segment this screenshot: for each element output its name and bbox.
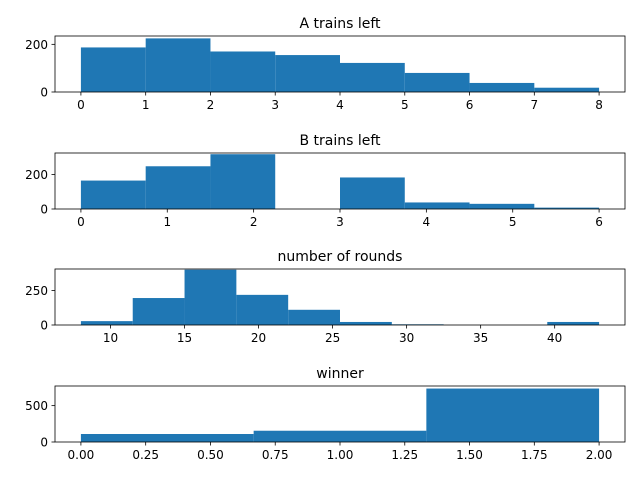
y-tick-label: 500 bbox=[25, 399, 48, 413]
y-tick-label: 0 bbox=[40, 86, 48, 100]
histogram-bar bbox=[469, 82, 535, 92]
histogram-bar bbox=[340, 177, 405, 209]
subplot-title: B trains left bbox=[299, 133, 381, 149]
histogram-bar bbox=[210, 154, 276, 209]
x-tick-label: 2 bbox=[207, 98, 215, 112]
x-tick-label: 8 bbox=[595, 98, 603, 112]
histogram-bar bbox=[253, 430, 427, 442]
x-tick-label: 2 bbox=[250, 215, 258, 229]
y-tick-label: 250 bbox=[25, 284, 48, 298]
x-tick-label: 0.00 bbox=[68, 448, 95, 462]
x-tick-label: 35 bbox=[473, 331, 488, 345]
x-tick-label: 6 bbox=[595, 215, 603, 229]
histogram-bar bbox=[469, 203, 535, 209]
x-tick-label: 40 bbox=[547, 331, 562, 345]
x-tick-label: 25 bbox=[325, 331, 340, 345]
histogram-bar bbox=[340, 62, 405, 92]
x-tick-label: 30 bbox=[399, 331, 414, 345]
y-tick-label: 200 bbox=[25, 38, 48, 52]
subplot-title: winner bbox=[316, 366, 364, 382]
x-tick-label: 1.75 bbox=[521, 448, 548, 462]
axes-frame bbox=[54, 268, 626, 326]
x-tick-label: 5 bbox=[509, 215, 517, 229]
x-tick-label: 5 bbox=[401, 98, 409, 112]
histogram-bar bbox=[547, 321, 600, 325]
x-tick-label: 15 bbox=[177, 331, 192, 345]
histogram-bar bbox=[210, 51, 276, 92]
x-tick-label: 3 bbox=[336, 215, 344, 229]
histogram-bar bbox=[404, 72, 470, 92]
histogram-bar bbox=[80, 321, 133, 325]
histogram-bar bbox=[80, 180, 146, 209]
x-tick-label: 20 bbox=[251, 331, 266, 345]
y-tick-label: 0 bbox=[40, 319, 48, 333]
histogram-bar bbox=[80, 47, 146, 92]
x-tick-label: 10 bbox=[103, 331, 118, 345]
y-tick-label: 0 bbox=[40, 436, 48, 450]
histogram-bar bbox=[288, 309, 340, 325]
subplot-4: winner 0.00 0.25 0.50 0.75 1.00 1.25 1.50 1.75 2.… bbox=[25, 366, 626, 462]
histogram-bar bbox=[184, 269, 237, 325]
x-tick-label: 1.25 bbox=[391, 448, 418, 462]
x-tick-label: 1 bbox=[142, 98, 150, 112]
x-tick-label: 1.00 bbox=[327, 448, 354, 462]
subplot-2: B trains left 0 1 2 3 4 5 6 0 200 bbox=[25, 133, 626, 229]
x-tick-label: 1.50 bbox=[456, 448, 483, 462]
subplot-title: A trains left bbox=[299, 16, 381, 32]
subplot-3: number of rounds 10 15 20 25 30 35 40 0 250 bbox=[25, 249, 626, 345]
histogram-bar bbox=[145, 166, 211, 209]
histogram-bar bbox=[275, 55, 340, 92]
x-tick-label: 0 bbox=[77, 215, 85, 229]
x-tick-label: 0.75 bbox=[262, 448, 289, 462]
histogram-bar bbox=[404, 202, 470, 209]
x-tick-label: 1 bbox=[163, 215, 171, 229]
x-tick-label: 3 bbox=[271, 98, 279, 112]
x-tick-label: 0.25 bbox=[132, 448, 159, 462]
histogram-bar bbox=[426, 388, 600, 442]
histogram-bar bbox=[145, 38, 211, 92]
x-tick-label: 4 bbox=[336, 98, 344, 112]
x-tick-label: 0 bbox=[77, 98, 85, 112]
x-tick-label: 2.00 bbox=[586, 448, 613, 462]
histogram-bar bbox=[236, 294, 289, 325]
histogram-bar bbox=[340, 321, 392, 325]
histogram-bar bbox=[132, 298, 185, 325]
histogram-bar bbox=[534, 207, 600, 209]
y-tick-label: 200 bbox=[25, 168, 48, 182]
x-tick-label: 0.50 bbox=[197, 448, 224, 462]
x-tick-label: 7 bbox=[530, 98, 538, 112]
histogram-bar bbox=[80, 434, 254, 442]
subplot-1: A trains left 0 1 2 3 4 5 6 7 8 0 200 bbox=[25, 16, 626, 112]
y-tick-label: 0 bbox=[40, 203, 48, 217]
histogram-bar bbox=[534, 87, 600, 92]
subplot-title: number of rounds bbox=[278, 249, 403, 265]
x-tick-label: 4 bbox=[423, 215, 431, 229]
x-tick-label: 6 bbox=[466, 98, 474, 112]
